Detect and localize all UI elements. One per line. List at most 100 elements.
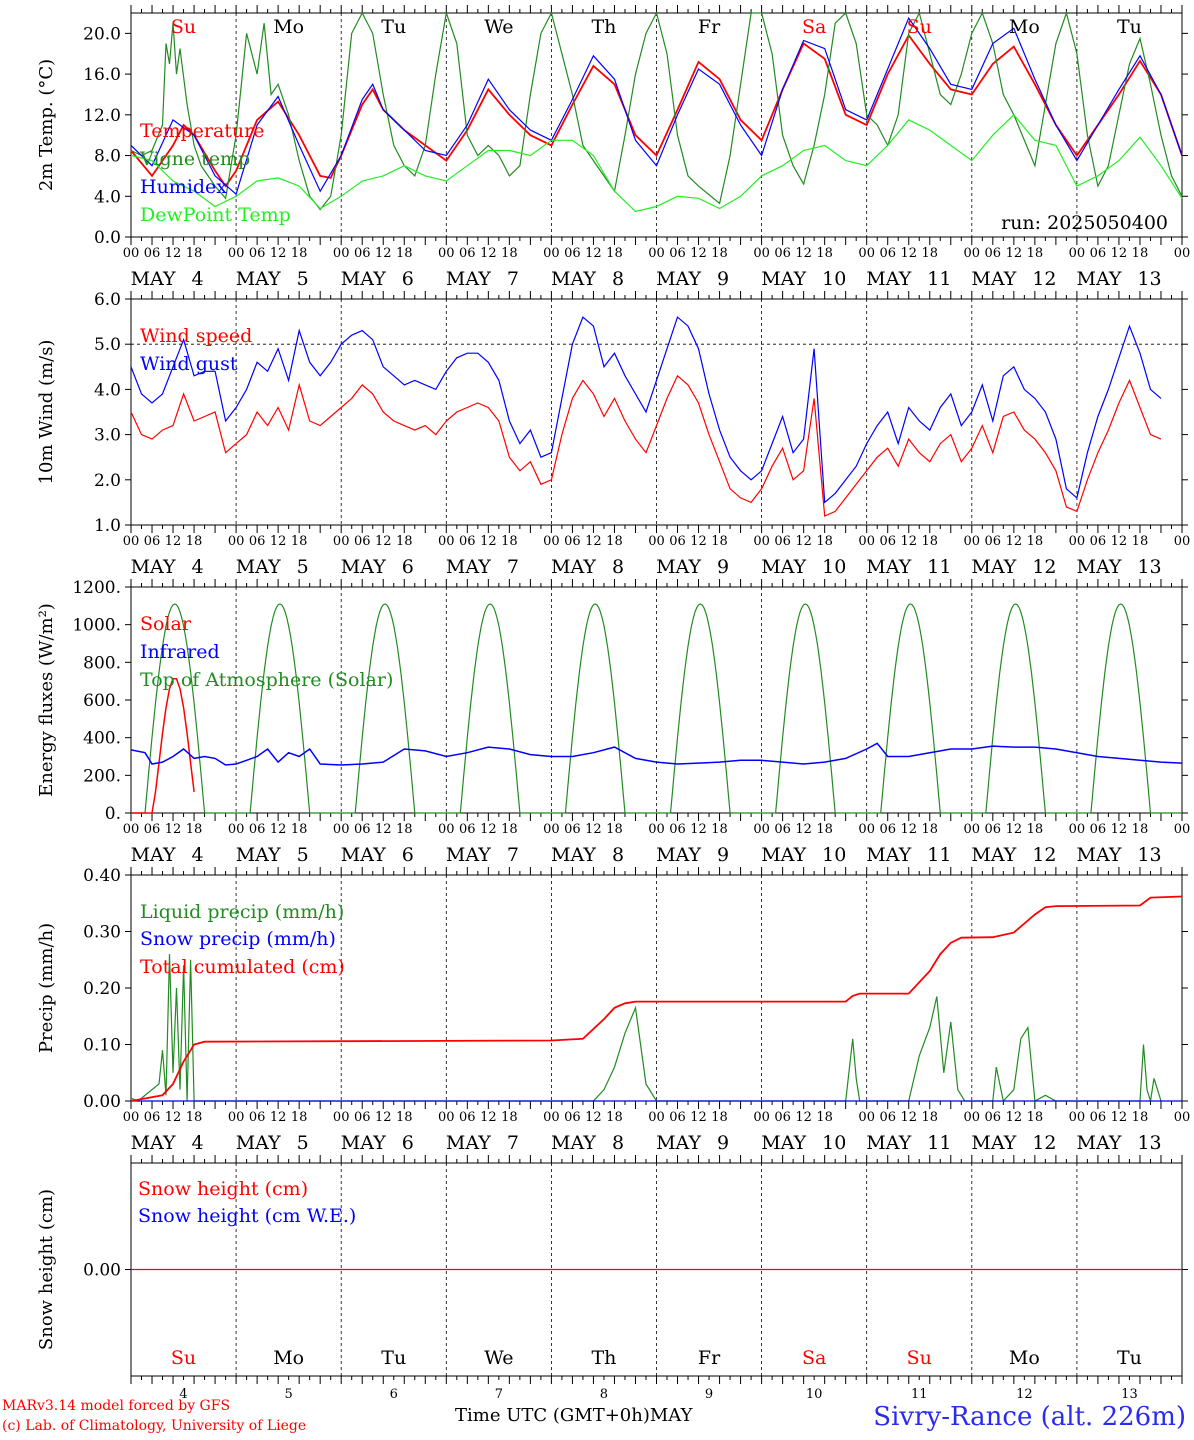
wind-series-0 xyxy=(130,374,1162,517)
precip-day-number: 8 xyxy=(612,1132,624,1154)
weekday-top-label: Tu xyxy=(1117,16,1142,38)
temp-hour-label: 06 xyxy=(879,246,896,261)
temp-month-label: MAY xyxy=(236,268,281,290)
precip-hour-label: 18 xyxy=(291,1110,308,1125)
weekday-bottom-label: Fr xyxy=(698,1347,721,1369)
precip-hour-label: 06 xyxy=(144,1110,161,1125)
wind-hour-label: 18 xyxy=(606,534,623,549)
wind-day-number: 5 xyxy=(297,556,309,578)
precip-month-label: MAY xyxy=(341,1132,386,1154)
wind-ytick-label: 4.0 xyxy=(94,380,121,400)
temp-hour-label: 18 xyxy=(396,246,413,261)
energy-month-label: MAY xyxy=(446,844,491,866)
energy-ytick-label: 1000. xyxy=(72,616,121,636)
wind-hour-label: 06 xyxy=(669,534,686,549)
energy-month-label: MAY xyxy=(761,844,806,866)
weekday-top-label: Su xyxy=(907,16,932,38)
wind-hour-label: 06 xyxy=(459,534,476,549)
precip-month-label: MAY xyxy=(1076,1132,1121,1154)
energy-day-number: 12 xyxy=(1032,844,1056,866)
precip-hour-label: 12 xyxy=(585,1110,602,1125)
precip-ytick-label: 0.20 xyxy=(83,979,121,999)
energy-month-label: MAY xyxy=(656,844,701,866)
precip-ytick-label: 0.40 xyxy=(83,866,121,886)
energy-day-number: 8 xyxy=(612,844,624,866)
precip-month-label: MAY xyxy=(761,1132,806,1154)
temp-day-number: 5 xyxy=(297,268,309,290)
precip-hour-label: 06 xyxy=(249,1110,266,1125)
wind-hour-label: 18 xyxy=(816,534,833,549)
energy-month-label: MAY xyxy=(866,844,911,866)
wind-day-number: 4 xyxy=(192,556,204,578)
wind-hour-label: 18 xyxy=(501,534,518,549)
temp-hour-label: 18 xyxy=(186,246,203,261)
energy-hour-label: 12 xyxy=(270,822,287,837)
energy-day-number: 11 xyxy=(927,844,951,866)
temp-ytick-label: 0.0 xyxy=(94,228,121,248)
temp-hour-label: 00 xyxy=(648,246,665,261)
energy-hour-label: 06 xyxy=(879,822,896,837)
model-credit: MARv3.14 model forced by GFS xyxy=(2,1398,231,1414)
temp-hour-label: 00 xyxy=(333,246,350,261)
temp-hour-label: 12 xyxy=(900,246,917,261)
wind-hour-label: 18 xyxy=(396,534,413,549)
energy-hour-label: 06 xyxy=(564,822,581,837)
wind-month-label: MAY xyxy=(446,556,491,578)
temp-hour-label: 18 xyxy=(711,246,728,261)
day-number-bottom: 6 xyxy=(390,1387,398,1402)
wind-hour-label: 06 xyxy=(879,534,896,549)
precip-day-number: 4 xyxy=(192,1132,204,1154)
temp-legend-entry: Temperature xyxy=(140,120,264,142)
energy-day-number: 5 xyxy=(297,844,309,866)
wind-hour-label: 06 xyxy=(985,534,1002,549)
station-name: Sivry-Rance (alt. 226m) xyxy=(873,1402,1186,1432)
temp-day-number: 13 xyxy=(1137,268,1161,290)
energy-hour-label: 06 xyxy=(249,822,266,837)
weekday-top-label: Tu xyxy=(381,16,406,38)
energy-hour-label: 00 xyxy=(543,822,560,837)
wind-ytick-label: 3.0 xyxy=(94,426,121,446)
wind-hour-label: 18 xyxy=(1027,534,1044,549)
temp-hour-label: 12 xyxy=(165,246,182,261)
wind-ytick-label: 5.0 xyxy=(94,335,121,355)
wind-hour-label: 00 xyxy=(228,534,245,549)
temp-month-label: MAY xyxy=(1076,268,1121,290)
temp-ytick-label: 16.0 xyxy=(83,65,121,85)
wind-hour-label: 18 xyxy=(291,534,308,549)
temp-month-label: MAY xyxy=(656,268,701,290)
temp-hour-label: 06 xyxy=(985,246,1002,261)
energy-month-label: MAY xyxy=(236,844,281,866)
energy-hour-label: 06 xyxy=(774,822,791,837)
precip-month-label: MAY xyxy=(971,1132,1016,1154)
energy-ytick-label: 0. xyxy=(105,804,121,824)
temp-hour-label: 12 xyxy=(795,246,812,261)
temp-hour-label: 18 xyxy=(921,246,938,261)
snow-legend-entry: Snow height (cm) xyxy=(138,1178,308,1200)
precip-hour-label: 06 xyxy=(879,1110,896,1125)
energy-legend-entry: Top of Atmosphere (Solar) xyxy=(140,669,393,691)
precip-hour-label: 00 xyxy=(964,1110,981,1125)
wind-hour-label: 18 xyxy=(186,534,203,549)
energy-hour-label: 12 xyxy=(165,822,182,837)
precip-hour-label: 00 xyxy=(333,1110,350,1125)
wind-hour-label: 12 xyxy=(900,534,917,549)
precip-ytick-label: 0.10 xyxy=(83,1036,121,1056)
temp-ylabel: 2m Temp. (°C) xyxy=(36,59,57,191)
wind-day-number: 13 xyxy=(1137,556,1161,578)
weekday-top-label: We xyxy=(484,16,513,38)
temp-hour-label: 12 xyxy=(270,246,287,261)
energy-ytick-label: 600. xyxy=(83,691,121,711)
precip-hour-label: 06 xyxy=(564,1110,581,1125)
precip-day-number: 7 xyxy=(507,1132,519,1154)
wind-ytick-label: 1.0 xyxy=(94,516,121,536)
precip-hour-label: 12 xyxy=(480,1110,497,1125)
snow-legend-entry: Snow height (cm W.E.) xyxy=(138,1205,356,1227)
weekday-bottom-label: Su xyxy=(171,1347,196,1369)
energy-hour-label: 00 xyxy=(1069,822,1086,837)
wind-hour-label: 12 xyxy=(375,534,392,549)
energy-ytick-label: 1200. xyxy=(72,578,121,598)
wind-hour-label: 12 xyxy=(1006,534,1023,549)
energy-hour-label: 18 xyxy=(186,822,203,837)
day-number-bottom: 7 xyxy=(495,1387,503,1402)
